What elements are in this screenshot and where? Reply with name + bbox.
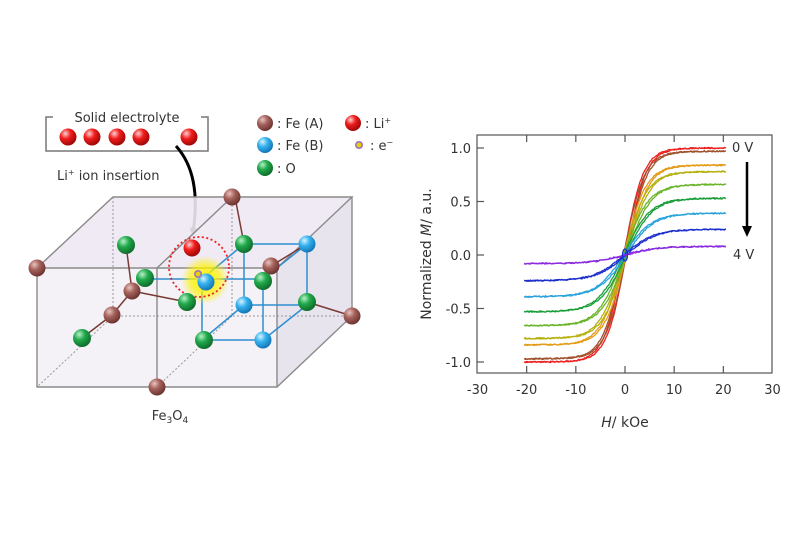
- li-ion-sphere: [180, 128, 198, 146]
- y-axis-label: Normalized M/ a.u.: [419, 188, 435, 319]
- y-ticks: -1.0 -0.5 0.0 0.5 1.0: [446, 142, 484, 371]
- fe-a-atom: [28, 259, 46, 277]
- x-axis-label: H/ kOe: [601, 415, 648, 431]
- fe-b-atom: [254, 331, 272, 349]
- x-tick-label: -10: [565, 383, 586, 398]
- y-tick-label: 0.5: [450, 196, 471, 211]
- o-atom: [136, 269, 154, 287]
- x-tick-label: -30: [467, 383, 488, 398]
- crystal-panel: Solid electrolyte Li+ ion insertion : Fe…: [28, 111, 393, 426]
- li-ion-sphere: [132, 128, 150, 146]
- li-ion-sphere: [83, 128, 101, 146]
- legend-electron-label: : e−: [370, 138, 393, 154]
- annotation-0v: 0 V: [732, 141, 753, 156]
- inserted-li-atom: [183, 239, 201, 257]
- x-tick-label: 20: [715, 383, 732, 398]
- mh-chart: -30 -20 -10 0 10 20 30 -1.0 -0.5 0.0 0.5 1.0 H/ kO…: [419, 134, 781, 431]
- o-atom: [117, 236, 135, 254]
- insertion-label: Li+ ion insertion: [57, 168, 160, 184]
- o-atom: [298, 293, 316, 311]
- li-ion-sphere: [59, 128, 77, 146]
- legend-fe-b-sphere: [257, 137, 273, 153]
- fe-a-atom: [103, 306, 121, 324]
- x-tick-label: 10: [666, 383, 683, 398]
- legend-fe-a-label: : Fe (A): [277, 117, 323, 132]
- x-tick-label: 0: [621, 383, 629, 398]
- legend-electron-dot: [354, 141, 363, 150]
- legend-li-sphere: [345, 115, 361, 131]
- fe-a-atom: [262, 257, 280, 275]
- annotation-4v: 4 V: [733, 248, 754, 263]
- fe-b-atom: [197, 273, 215, 291]
- fe-b-atom: [235, 296, 253, 314]
- legend-fe-b-label: : Fe (B): [277, 139, 323, 154]
- fe-a-atom: [148, 378, 166, 396]
- legend-o-label: : O: [277, 162, 296, 177]
- formula-label: Fe3O4: [152, 409, 189, 426]
- li-ion-sphere: [108, 128, 126, 146]
- o-atom: [254, 272, 272, 290]
- y-tick-label: 0.0: [450, 249, 471, 264]
- insertion-site-circle: [168, 236, 230, 298]
- legend-o-sphere: [257, 160, 273, 176]
- o-atom: [73, 329, 91, 347]
- y-tick-label: -1.0: [446, 356, 471, 371]
- curve-4-v: [524, 245, 727, 265]
- x-tick-label: -20: [516, 383, 537, 398]
- electrolyte-li-ions: [59, 128, 198, 146]
- legend-li-label: : Li+: [365, 116, 391, 132]
- voltage-arrow-head: [742, 226, 752, 237]
- fe-a-atom: [343, 307, 361, 325]
- o-atom: [195, 331, 213, 349]
- legend-fe-a-sphere: [257, 115, 273, 131]
- origin-loop: [621, 248, 629, 262]
- o-atom: [235, 235, 253, 253]
- electron-dot: [194, 269, 203, 278]
- o-atom: [178, 293, 196, 311]
- y-tick-label: 1.0: [450, 142, 471, 157]
- fe-b-atom: [298, 235, 316, 253]
- electrolyte-label: Solid electrolyte: [74, 111, 179, 126]
- atoms: [28, 188, 361, 396]
- atom-legend: : Fe (A) : Li+ : Fe (B) : e− : O: [257, 115, 393, 177]
- fe-a-atom: [223, 188, 241, 206]
- curves-group: [523, 146, 727, 364]
- electrolyte-bracket: [45, 116, 209, 152]
- fe-a-atom: [123, 282, 141, 300]
- x-ticks: -30 -20 -10 0 10 20 30: [467, 135, 781, 398]
- curve-step-6: [524, 212, 727, 298]
- x-tick-label: 30: [764, 383, 781, 398]
- y-tick-label: -0.5: [446, 303, 471, 318]
